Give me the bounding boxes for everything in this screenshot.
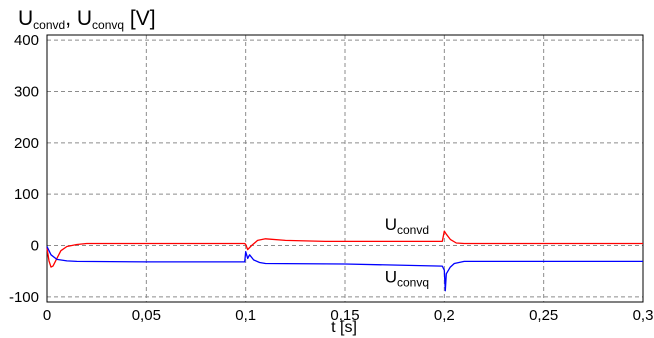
- x-axis-label: t [s]: [331, 319, 357, 336]
- x-tick-label: 0,3: [633, 307, 654, 324]
- y-tick-label: 200: [14, 135, 39, 152]
- annotation-convq: Uconvq: [385, 267, 429, 289]
- chart-title: Uconvd, Uconvq [V]: [18, 7, 156, 32]
- series-line-convd: [46, 230, 643, 268]
- x-tick-label: 0,2: [434, 307, 455, 324]
- series-layer: [46, 230, 643, 292]
- plot-area-frame: [46, 34, 644, 303]
- series-annotations: Uconvd Uconvq: [385, 215, 429, 289]
- x-tick-label: 0: [43, 307, 51, 324]
- grid-lines: [47, 35, 643, 302]
- x-axis-ticks: 0 0,05 0,1 0,15 0,2 0,25 0,3: [43, 307, 654, 324]
- annotation-convd: Uconvd: [385, 215, 429, 237]
- x-tick-label: 0,25: [529, 307, 558, 324]
- x-tick-label: 0,05: [132, 307, 161, 324]
- series-line-convq: [46, 246, 643, 292]
- y-tick-label: 0: [31, 238, 39, 255]
- y-axis-ticks: 400 300 200 100 0 -100: [9, 32, 39, 306]
- y-tick-label: 400: [14, 32, 39, 49]
- y-tick-label: 300: [14, 83, 39, 100]
- x-tick-label: 0,15: [330, 307, 359, 324]
- x-tick-label: 0,1: [235, 307, 256, 324]
- y-tick-label: 100: [14, 186, 39, 203]
- y-tick-label: -100: [9, 289, 39, 306]
